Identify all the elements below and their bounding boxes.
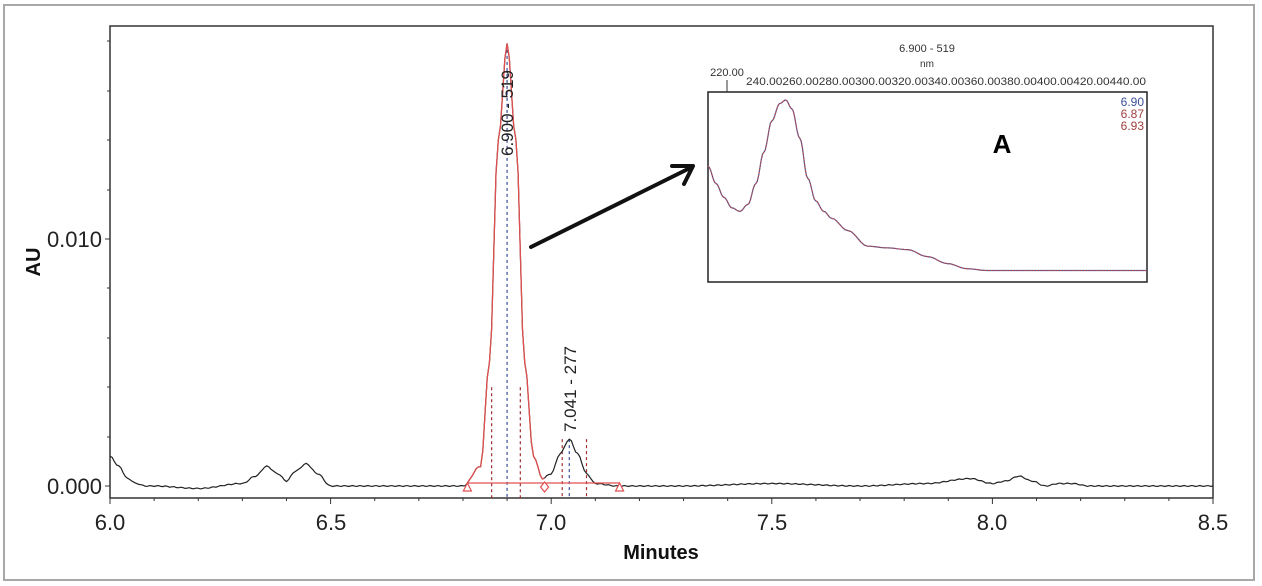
baseline-markers: [462, 481, 625, 493]
x-tick-label-0: 6.0: [95, 510, 126, 535]
inset-legend-1: 6.87: [1121, 107, 1145, 121]
inset-x-unit: nm: [920, 59, 934, 70]
inset-x-ticks: 240.00260.00280.00300.00320.00340.00360.…: [746, 76, 1146, 88]
arrow-annotation: [529, 164, 695, 249]
inset-legend-2: 6.93: [1121, 119, 1145, 133]
y-tick-label-0: 0.000: [47, 474, 102, 499]
x-axis: [109, 498, 1214, 504]
peak-label-secondary: 7.041 - 277: [561, 346, 580, 432]
inset-panel-label: A: [993, 129, 1012, 159]
y-tick-label-1: 0.010: [47, 227, 102, 252]
inset-spectrum: 6.900 - 519 nm 220.00 240.00260.00280.00…: [707, 43, 1148, 283]
x-tick-label-4: 8.0: [977, 510, 1008, 535]
x-axis-title: Minutes: [623, 542, 699, 564]
inset-spectrum-6.87: [707, 99, 1147, 272]
x-tick-label-5: 8.5: [1198, 510, 1229, 535]
peak-marker-lines: [491, 43, 588, 498]
plot-area: [109, 25, 1214, 499]
inset-first-tick: 220.00: [710, 67, 744, 79]
inset-frame: [707, 91, 1148, 283]
x-tick-label-1: 6.5: [316, 510, 347, 535]
peak-label-main: 6.900 - 519: [498, 70, 517, 156]
main-peak-integration: [466, 43, 545, 484]
y-axis-title: AU: [23, 248, 45, 277]
x-tick-label-2: 7.0: [536, 510, 567, 535]
x-tick-label-3: 7.5: [757, 510, 788, 535]
y-axis: [105, 40, 110, 487]
inset-title: 6.900 - 519: [899, 43, 955, 55]
chromatogram-trace: [109, 43, 1214, 490]
inset-legend-0: 6.90: [1121, 95, 1145, 109]
